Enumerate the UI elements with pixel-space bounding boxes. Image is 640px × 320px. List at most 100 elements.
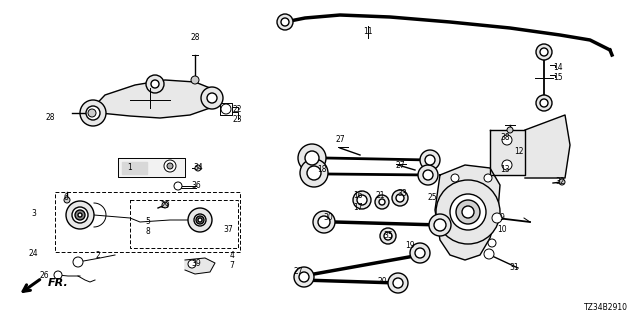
Circle shape [429,214,451,236]
Text: 18: 18 [317,165,327,174]
Circle shape [492,213,502,223]
Text: 30: 30 [323,213,333,222]
Circle shape [66,201,94,229]
Circle shape [388,273,408,293]
Circle shape [434,219,446,231]
Text: 1: 1 [127,164,132,172]
Text: 35: 35 [383,231,393,241]
Circle shape [281,18,289,26]
Text: 38: 38 [500,133,510,142]
Text: 6: 6 [63,194,68,203]
Circle shape [436,180,500,244]
Circle shape [462,206,474,218]
Text: 17: 17 [353,203,363,212]
Text: 13: 13 [500,165,510,174]
Circle shape [164,160,176,172]
Circle shape [298,144,326,172]
Text: 7: 7 [230,261,234,270]
Circle shape [80,100,106,126]
Bar [130,200,238,248]
Polygon shape [490,130,525,175]
Circle shape [196,216,204,224]
Text: 31: 31 [509,263,519,273]
Text: 23: 23 [232,116,242,124]
Circle shape [167,163,173,169]
Circle shape [353,191,371,209]
Circle shape [73,257,83,267]
Text: 27: 27 [293,268,303,276]
Circle shape [277,14,293,30]
Circle shape [188,208,212,232]
Text: 11: 11 [364,28,372,36]
Circle shape [484,249,494,259]
Text: 25: 25 [427,194,437,203]
Circle shape [78,213,82,217]
Circle shape [294,267,314,287]
Circle shape [88,109,96,117]
Circle shape [305,151,319,165]
Text: 9: 9 [500,213,504,222]
Circle shape [318,216,330,228]
Polygon shape [185,258,215,274]
Text: 39: 39 [191,259,201,268]
Text: 28: 28 [45,114,55,123]
Circle shape [151,80,159,88]
Circle shape [375,195,389,209]
Circle shape [415,248,425,258]
Text: 21: 21 [375,191,385,201]
Circle shape [384,232,392,240]
Circle shape [86,106,100,120]
Circle shape [423,170,433,180]
Circle shape [536,95,552,111]
Text: 27: 27 [395,162,405,171]
Circle shape [502,135,512,145]
Circle shape [357,195,367,205]
Text: 4: 4 [230,251,234,260]
Circle shape [207,93,217,103]
Circle shape [194,214,206,226]
Circle shape [392,190,408,206]
Text: 5: 5 [145,217,150,226]
Circle shape [201,87,223,109]
Circle shape [299,272,309,282]
Circle shape [425,155,435,165]
Circle shape [418,165,438,185]
Text: 14: 14 [553,63,563,73]
Circle shape [300,159,328,187]
Text: 27: 27 [335,135,345,145]
Bar [55,192,240,252]
Circle shape [221,104,231,114]
Text: 34: 34 [193,164,203,172]
Circle shape [540,99,548,107]
Circle shape [188,260,196,268]
Text: 19: 19 [405,241,415,250]
Circle shape [393,278,403,288]
Text: 22: 22 [232,106,242,115]
Circle shape [380,228,396,244]
Text: 2: 2 [95,251,100,260]
Circle shape [559,179,565,185]
Circle shape [420,150,440,170]
Text: 3: 3 [31,209,36,218]
Text: 36: 36 [191,181,201,190]
Circle shape [540,48,548,56]
Circle shape [536,44,552,60]
Polygon shape [525,115,570,178]
Text: 29: 29 [160,201,170,210]
Text: 12: 12 [515,148,524,156]
Circle shape [195,165,201,171]
Circle shape [488,239,496,247]
Circle shape [174,182,182,190]
Text: 15: 15 [553,74,563,83]
Text: TZ34B2910: TZ34B2910 [584,303,628,312]
Text: FR.: FR. [48,278,68,288]
Circle shape [146,75,164,93]
Text: 24: 24 [28,249,38,258]
Text: 20: 20 [377,277,387,286]
Circle shape [162,202,168,208]
Circle shape [64,197,70,203]
Circle shape [450,194,486,230]
Circle shape [313,211,335,233]
Circle shape [198,218,202,222]
Text: 33: 33 [397,188,407,197]
